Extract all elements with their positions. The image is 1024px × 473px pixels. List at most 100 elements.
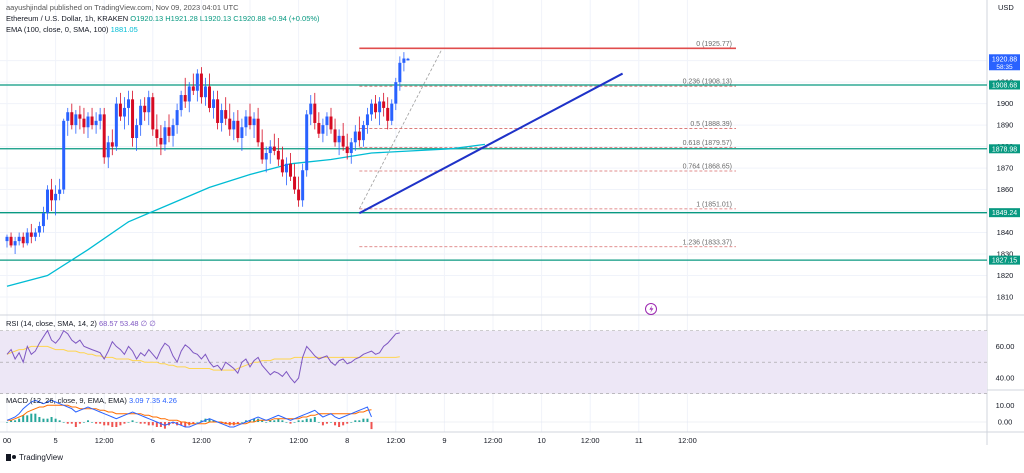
candle-body xyxy=(280,159,284,173)
price-marker-label: 1878.98 xyxy=(992,146,1017,153)
candle-body xyxy=(25,232,29,244)
macd-histogram-bar xyxy=(366,418,369,422)
currency-text: USD xyxy=(998,3,1014,12)
macd-histogram-bar xyxy=(139,422,142,424)
macd-histogram-bar xyxy=(362,418,365,422)
macd-legend[interactable]: MACD (12, 26, close, 9, EMA, EMA) 3.09 7… xyxy=(6,396,177,405)
time-tick-label: 8 xyxy=(345,436,349,445)
candle-body xyxy=(135,125,139,138)
macd-histogram-bar xyxy=(111,422,114,427)
macd-histogram-bar xyxy=(18,418,21,422)
candle-body xyxy=(216,99,220,123)
candle-body xyxy=(297,189,301,201)
candle-body xyxy=(341,135,345,147)
candle-body xyxy=(357,131,361,141)
macd-histogram-bar xyxy=(6,422,8,423)
price-axis[interactable]: 1810182018301840185018601870188018901900… xyxy=(989,54,1020,301)
ema-100-line xyxy=(6,143,485,287)
candle-body xyxy=(276,150,280,160)
lightning-icon[interactable] xyxy=(645,303,657,315)
candle-body xyxy=(240,127,244,138)
symbol-title[interactable]: Ethereum / U.S. Dollar, 1h, KRAKEN xyxy=(6,14,129,23)
macd-signal-line xyxy=(7,404,372,425)
symbol-line: Ethereum / U.S. Dollar, 1h, KRAKEN O1920… xyxy=(6,14,320,23)
macd-histogram-bar xyxy=(354,420,357,422)
time-tick-label: 12:00 xyxy=(678,436,697,445)
price-marker xyxy=(989,80,1020,90)
macd-histogram-bar xyxy=(301,420,304,422)
macd-histogram-bar xyxy=(127,422,130,423)
rsi-pane[interactable]: 40.00 60.00 xyxy=(0,329,1014,395)
macd-histogram-bar xyxy=(34,413,37,422)
candle-body xyxy=(5,236,9,242)
candle-body xyxy=(183,95,187,102)
candle-body xyxy=(199,73,203,98)
macd-histogram-bar xyxy=(277,418,280,422)
candle-body xyxy=(106,142,110,158)
candle-body xyxy=(353,131,357,143)
candle-body xyxy=(179,95,183,111)
price-marker-label: 1920.88 xyxy=(992,56,1017,63)
time-tick-label: 12:00 xyxy=(484,436,503,445)
ema-value: 1881.05 xyxy=(110,25,138,34)
macd-histogram-bar xyxy=(317,422,320,423)
macd-histogram-bar xyxy=(107,422,110,426)
candle-body xyxy=(37,226,41,233)
macd-histogram-bar xyxy=(281,420,284,422)
candle-body xyxy=(54,193,58,201)
macd-histogram-bar xyxy=(249,420,251,422)
candle-body xyxy=(98,114,102,121)
price-tick-label: 1890 xyxy=(997,121,1014,130)
macd-histogram-bar xyxy=(212,420,215,422)
macd-histogram-bar xyxy=(370,422,373,430)
ascending-trendline[interactable] xyxy=(358,72,624,215)
candle-body xyxy=(9,236,13,246)
macd-histogram-bar xyxy=(54,418,57,422)
macd-pane[interactable]: 0.00 10.00 xyxy=(0,399,1014,430)
candle-body xyxy=(208,86,211,108)
macd-histogram-bar xyxy=(313,417,316,422)
candle-body xyxy=(17,236,21,242)
trendline[interactable] xyxy=(358,72,624,215)
macd-histogram-bar xyxy=(66,422,69,424)
candle-body xyxy=(82,118,86,128)
candle-body xyxy=(110,142,114,147)
ema-label: EMA (100, close, 0, SMA, 100) xyxy=(6,25,109,34)
macd-histogram-bar xyxy=(78,422,81,424)
candle-body xyxy=(118,103,122,117)
candle-body xyxy=(220,110,224,123)
time-axis[interactable]: 00 5 12:00 6 12:00 7 12:00 8 12:00 9 12:00 10 12:00 1… xyxy=(3,436,697,445)
price-marker-label: 1908.68 xyxy=(992,82,1017,89)
rsi-legend[interactable]: RSI (14, close, SMA, 14, 2) 68.57 53.48 … xyxy=(6,319,156,328)
macd-histogram-bar xyxy=(26,415,29,422)
candle-body xyxy=(260,142,264,160)
candle-body xyxy=(13,241,17,246)
macd-histogram-bar xyxy=(305,418,308,422)
candle-body xyxy=(361,125,365,141)
fib-retracement[interactable]: 0 (1925.77) 0.236 (1908.13) 0.5 (1888.39) 0… xyxy=(358,41,736,248)
time-tick-label: 6 xyxy=(151,436,155,445)
macd-histogram-bar xyxy=(62,422,65,423)
candle-body xyxy=(228,118,232,130)
time-tick-label: 5 xyxy=(54,436,58,445)
macd-histogram-bar xyxy=(265,422,268,423)
candle-body xyxy=(86,116,90,128)
macd-histogram-bar xyxy=(58,420,61,422)
fib-level-label: 0.618 (1879.57) xyxy=(683,140,732,147)
fib-level-label: 1 (1851.01) xyxy=(696,201,732,208)
price-marker-label: 1827.15 xyxy=(992,258,1017,265)
ema-legend[interactable]: EMA (100, close, 0, SMA, 100) 1881.05 xyxy=(6,25,138,34)
candle-body xyxy=(382,101,386,108)
support-resistance-lines[interactable] xyxy=(0,84,987,261)
price-marker xyxy=(989,144,1020,154)
currency-label: USD xyxy=(998,3,1014,12)
macd-histogram-bar xyxy=(334,422,337,426)
macd-histogram-bar xyxy=(87,420,89,422)
candle-body xyxy=(70,112,74,126)
macd-histogram-bar xyxy=(325,422,328,424)
tradingview-footer[interactable]: TradingView xyxy=(6,453,63,462)
footer-brand: TradingView xyxy=(19,453,64,462)
candle-body xyxy=(122,107,126,117)
